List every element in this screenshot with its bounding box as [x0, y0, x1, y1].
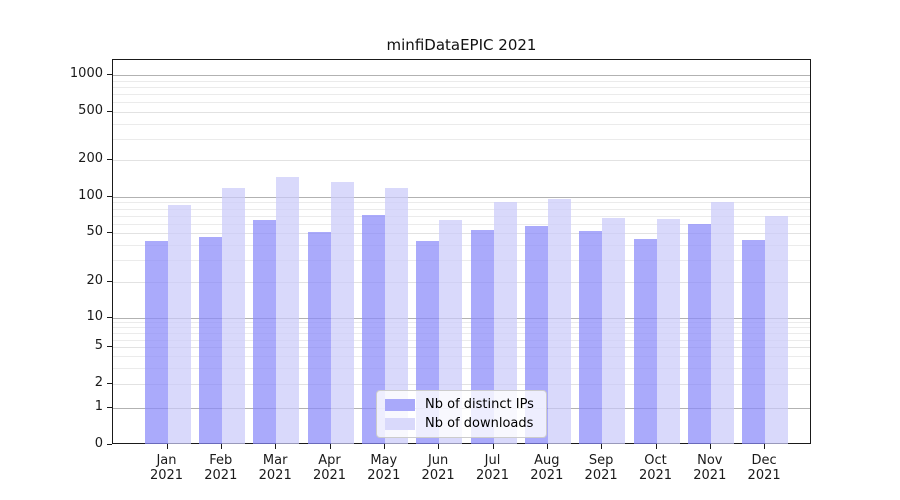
x-tick-mark	[709, 444, 711, 449]
y-tick-mark	[107, 159, 112, 161]
gridline-400	[113, 123, 810, 125]
gridline-500	[113, 111, 810, 113]
y-tick-mark	[107, 195, 112, 197]
x-tick-label-aug: Aug 2021	[530, 453, 564, 483]
x-tick-label-feb: Feb 2021	[204, 453, 238, 483]
y-tick-label-0: 0	[94, 436, 103, 451]
x-tick-mark	[601, 444, 603, 449]
bar-may-s0	[361, 214, 385, 444]
bar-nov-s1	[710, 201, 734, 444]
gridline-700	[113, 94, 810, 96]
x-tick-label-sep: Sep 2021	[584, 453, 618, 483]
legend-swatch-icon	[385, 398, 415, 411]
bar-jan-s0	[144, 241, 168, 444]
x-tick-label-dec: Dec 2021	[747, 453, 781, 483]
gridline-1000	[113, 75, 810, 77]
gridline-80	[113, 208, 810, 210]
bar-aug-s1	[547, 199, 571, 444]
gridline-100	[113, 196, 810, 198]
bar-apr-s1	[330, 181, 354, 444]
x-tick-label-jul: Jul 2021	[475, 453, 510, 483]
plot-area: Nb of distinct IPs Nb of downloads	[112, 59, 811, 444]
bar-dec-s0	[742, 239, 766, 444]
gridline-300	[113, 138, 810, 140]
x-tick-mark	[764, 444, 766, 449]
x-tick-label-oct: Oct 2021	[638, 453, 673, 483]
y-tick-label-1000: 1000	[69, 66, 103, 82]
bar-feb-s0	[198, 236, 222, 444]
y-tick-label-20: 20	[86, 272, 103, 288]
x-tick-mark	[166, 444, 168, 449]
bar-apr-s0	[307, 232, 331, 444]
x-tick-label-jan: Jan 2021	[149, 453, 184, 483]
y-tick-mark	[107, 444, 112, 445]
x-tick-mark	[438, 444, 440, 449]
y-tick-label-50: 50	[86, 224, 103, 240]
y-tick-mark	[107, 382, 112, 384]
legend-label: Nb of downloads	[425, 416, 534, 431]
x-tick-mark	[329, 444, 331, 449]
gridline-800	[113, 87, 810, 89]
gridline-70	[113, 215, 810, 217]
x-tick-mark	[220, 444, 222, 449]
y-tick-mark	[107, 317, 112, 318]
bar-oct-s0	[633, 238, 657, 444]
x-tick-mark	[383, 444, 385, 449]
gridline-900	[113, 81, 810, 82]
y-tick-mark	[107, 232, 112, 234]
y-tick-mark	[107, 74, 112, 76]
x-tick-mark	[275, 444, 277, 449]
x-tick-label-may: May 2021	[367, 453, 401, 483]
x-tick-mark	[546, 444, 548, 449]
y-tick-label-200: 200	[78, 151, 103, 167]
bar-sep-s0	[579, 231, 603, 444]
x-tick-mark	[655, 444, 657, 449]
chart-title: minfiDataEPIC 2021	[386, 36, 537, 54]
legend-item-1: Nb of downloads	[385, 416, 534, 431]
legend-swatch-icon	[385, 417, 415, 430]
x-tick-label-jun: Jun 2021	[421, 453, 455, 483]
y-tick-label-5: 5	[94, 338, 103, 353]
y-tick-mark	[107, 346, 112, 347]
legend-label: Nb of distinct IPs	[425, 397, 534, 412]
x-tick-label-nov: Nov 2021	[693, 453, 727, 483]
gridline-200	[113, 160, 810, 162]
bar-sep-s1	[602, 217, 626, 444]
bar-dec-s1	[765, 216, 789, 444]
x-tick-mark	[492, 444, 494, 449]
y-tick-mark	[107, 406, 112, 408]
y-tick-label-1: 1	[94, 398, 103, 414]
bar-may-s1	[384, 187, 408, 444]
bar-jul-s1	[493, 201, 517, 444]
bar-jan-s1	[167, 204, 191, 444]
legend: Nb of distinct IPs Nb of downloads	[376, 390, 547, 438]
x-tick-label-apr: Apr 2021	[312, 453, 347, 483]
y-tick-mark	[107, 280, 112, 282]
bar-feb-s1	[221, 187, 245, 444]
y-tick-mark	[107, 110, 112, 112]
y-tick-label-100: 100	[78, 187, 103, 203]
gridline-600	[113, 102, 810, 104]
x-tick-label-mar: Mar 2021	[258, 453, 292, 483]
bar-aug-s0	[524, 226, 548, 444]
gridline-90	[113, 202, 810, 204]
y-tick-label-10: 10	[86, 309, 103, 324]
y-tick-label-500: 500	[78, 102, 103, 118]
bar-mar-s0	[253, 220, 277, 444]
legend-item-0: Nb of distinct IPs	[385, 397, 534, 412]
bar-nov-s0	[687, 223, 711, 444]
bar-mar-s1	[276, 176, 300, 444]
bar-oct-s1	[656, 219, 680, 444]
y-tick-label-2: 2	[94, 374, 103, 390]
bar-jun-s1	[439, 220, 463, 444]
